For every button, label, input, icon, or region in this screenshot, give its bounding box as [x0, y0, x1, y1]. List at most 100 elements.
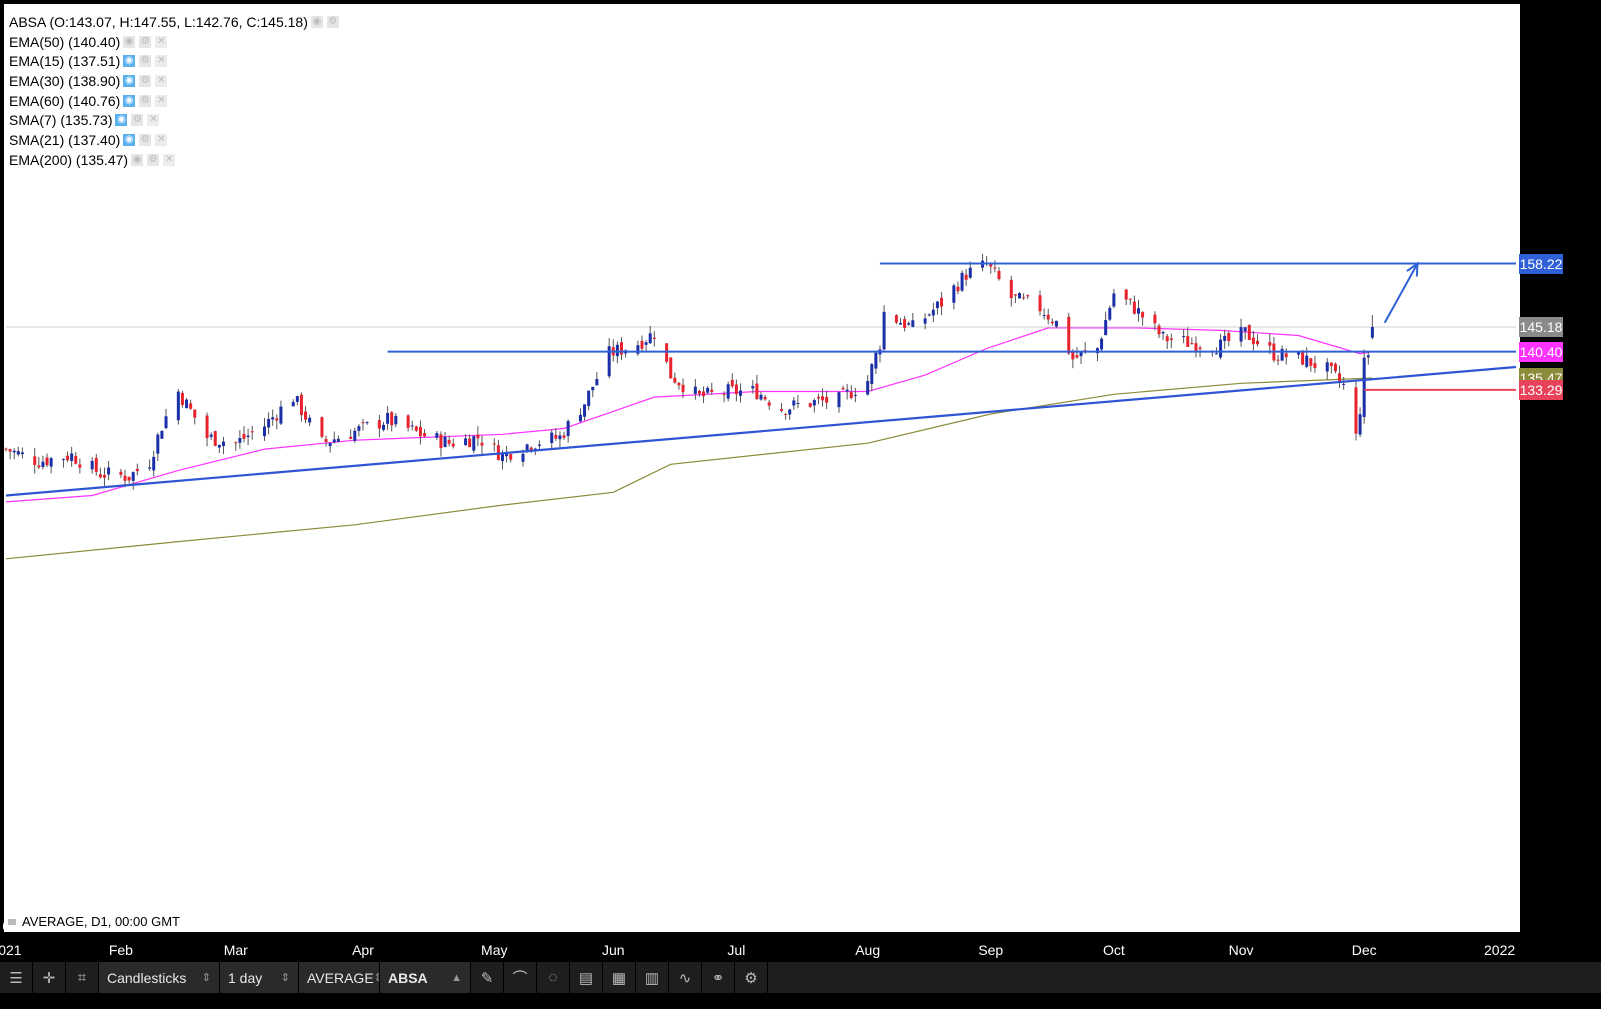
- candle-body: [841, 387, 845, 390]
- x-period-label: 2021: [0, 942, 22, 958]
- plot-area[interactable]: [4, 4, 1520, 932]
- y-tick-label: 200.00: [1522, 81, 1565, 98]
- ohlc-header: ABSA (O:143.07, H:147.55, L:142.76, C:14…: [9, 13, 308, 30]
- eye-icon[interactable]: ◉: [122, 93, 137, 108]
- link-icon[interactable]: ⚭: [711, 969, 725, 987]
- candle-body: [12, 450, 16, 453]
- x-tick-label: 20: [1061, 918, 1077, 934]
- close-icon[interactable]: ✕: [154, 93, 169, 108]
- gear-icon[interactable]: ⚙: [325, 14, 340, 29]
- candle-body: [903, 319, 907, 328]
- candle-body: [304, 411, 308, 420]
- candle-body: [1141, 312, 1145, 318]
- symbol-select[interactable]: ABSA ▲: [380, 962, 470, 993]
- eye-icon[interactable]: ◉: [122, 73, 137, 88]
- x-period-label: Oct: [1103, 942, 1125, 958]
- candle-body: [1366, 355, 1370, 358]
- candle-body: [550, 432, 554, 444]
- candle-body: [1128, 298, 1132, 300]
- settings-icon[interactable]: ⚙: [744, 969, 758, 987]
- candle-body: [911, 320, 915, 327]
- candle-body: [1009, 279, 1013, 299]
- indicator-row: SMA(7) (135.73) ◉ ⚙ ✕: [9, 110, 340, 130]
- candle-body: [267, 418, 271, 428]
- layout-icon[interactable]: ▦: [611, 969, 627, 987]
- candle-body: [1239, 327, 1243, 342]
- candle-body: [738, 390, 742, 396]
- candle-body: [1354, 387, 1358, 434]
- candle-body: [697, 390, 701, 394]
- close-icon[interactable]: ✕: [162, 152, 177, 167]
- candle-body: [964, 274, 968, 280]
- candle-body: [1186, 336, 1190, 347]
- close-icon[interactable]: ✕: [154, 73, 169, 88]
- x-tick-label: 30: [347, 918, 363, 934]
- x-tick-label: 10: [1393, 918, 1409, 934]
- candle-body: [221, 441, 225, 446]
- candle-body: [722, 394, 726, 396]
- eye-icon[interactable]: ◉: [122, 54, 137, 69]
- candle-body: [927, 314, 931, 316]
- eye-icon[interactable]: ◉: [309, 14, 324, 29]
- gear-icon[interactable]: ⚙: [138, 132, 153, 147]
- source-select[interactable]: AVERAGE⇕: [299, 962, 383, 993]
- x-tick-label: 05: [1500, 918, 1516, 934]
- candle-body: [1301, 350, 1305, 365]
- candle-body: [439, 434, 443, 448]
- candle-body: [578, 414, 582, 422]
- x-tick-label: 10: [1270, 918, 1286, 934]
- gear-icon[interactable]: ⚙: [138, 54, 153, 69]
- gear-icon[interactable]: ⚙: [146, 152, 161, 167]
- eye-icon[interactable]: ◉: [122, 34, 137, 49]
- candle-body: [837, 392, 841, 408]
- close-icon[interactable]: ✕: [154, 34, 169, 49]
- x-tick-label: 02: [1237, 918, 1253, 934]
- candle-body: [968, 267, 972, 278]
- candle-body: [1079, 352, 1083, 357]
- list-icon[interactable]: ☰: [9, 969, 23, 987]
- x-tick-label: 01: [228, 918, 244, 934]
- gear-icon[interactable]: ⚙: [138, 93, 153, 108]
- candle-body: [160, 430, 164, 439]
- candle-body: [726, 384, 730, 399]
- candle-body: [1325, 362, 1329, 372]
- x-tick-label: 15: [663, 918, 679, 934]
- candle-body: [41, 461, 45, 467]
- ema200-line: [5, 377, 1373, 560]
- timeframe-value: 1 day: [228, 969, 263, 986]
- crosshair-icon[interactable]: ✛: [42, 969, 56, 987]
- templates-icon[interactable]: ▥: [644, 969, 660, 987]
- timeframe-select[interactable]: 1 day ⇕: [220, 962, 298, 993]
- candle-body: [677, 382, 681, 386]
- candle-body: [189, 403, 193, 409]
- x-tick-label: 15: [285, 918, 301, 934]
- pencil-icon[interactable]: ✎: [480, 969, 494, 987]
- gear-icon[interactable]: ⚙: [138, 73, 153, 88]
- candle-body: [1370, 326, 1374, 338]
- eye-icon[interactable]: ◉: [122, 132, 137, 147]
- eye-icon[interactable]: ◉: [114, 113, 129, 128]
- eye-icon[interactable]: ◉: [130, 152, 145, 167]
- gear-icon[interactable]: ⚙: [130, 113, 145, 128]
- candle-body: [845, 389, 849, 392]
- x-tick-label: 12: [400, 918, 416, 934]
- price-tag: 140.40: [1519, 341, 1563, 362]
- price-chart[interactable]: 05 11 15 25 01 05 15 22 01 05 15 23 30 12 20 26 05 17 25 31…: [0, 0, 1601, 962]
- close-icon[interactable]: ✕: [154, 54, 169, 69]
- chart-type-select[interactable]: Candlesticks ⇕: [99, 962, 219, 993]
- x-tick-label: 05: [495, 918, 511, 934]
- candle-body: [37, 465, 41, 468]
- hide-drawings-icon[interactable]: ◌: [548, 969, 558, 986]
- magnet-icon[interactable]: ⌒: [512, 970, 528, 987]
- close-icon[interactable]: ✕: [146, 113, 161, 128]
- collapse-icon[interactable]: [8, 919, 16, 925]
- indicator-label: EMA(30) (138.90): [9, 72, 121, 89]
- crop-icon[interactable]: ⌗: [77, 969, 87, 986]
- x-period-label: Jul: [727, 942, 745, 958]
- candle-body: [1280, 348, 1284, 361]
- candle-body: [673, 377, 677, 383]
- indicators-icon[interactable]: ∿: [678, 969, 692, 987]
- gear-icon[interactable]: ⚙: [138, 34, 153, 49]
- close-icon[interactable]: ✕: [154, 132, 169, 147]
- trash-icon[interactable]: ▤: [578, 969, 594, 987]
